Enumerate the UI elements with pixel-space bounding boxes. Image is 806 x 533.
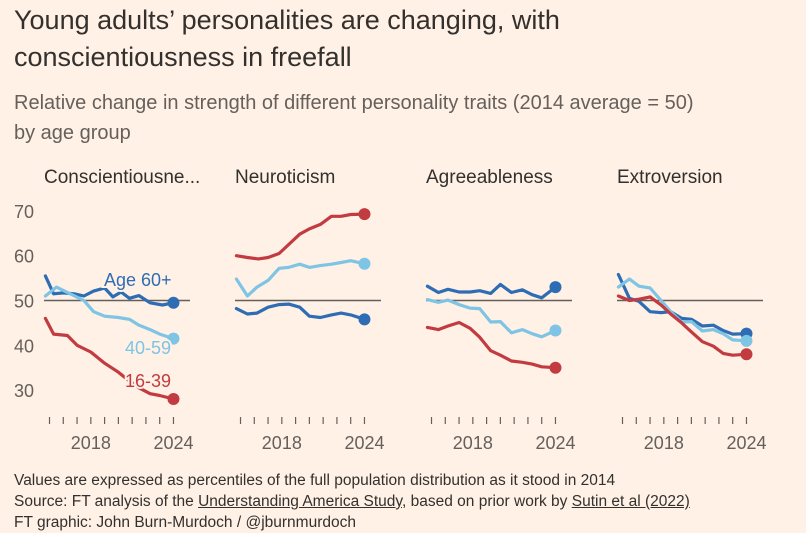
y-tick-label: 40 (14, 336, 34, 356)
footer-credit: FT graphic: John Burn-Murdoch / @jburnmu… (14, 514, 356, 531)
series-endpoint (740, 348, 753, 361)
series-endpoint (549, 361, 562, 374)
series-line (425, 298, 558, 339)
x-tick-label: 2018 (453, 433, 493, 453)
series-endpoint (167, 393, 180, 406)
series-endpoint (740, 334, 753, 347)
source-link-understanding-america-study[interactable]: Understanding America Study (198, 493, 402, 510)
panel-title: Conscientiousne... (44, 167, 200, 188)
series-endpoint (358, 257, 371, 270)
small-multiples-chart: 30 40 50 60 70 Conscientiousne... 2018 2024 Neur… (14, 167, 766, 453)
chart-subtitle-line-2: by age group (14, 122, 131, 144)
source-link-sutin-et-al[interactable]: Sutin et al (2022) (571, 493, 690, 510)
source-middle: , based on prior work by (402, 493, 572, 510)
x-tick-label: 2018 (71, 433, 111, 453)
y-tick-label: 50 (14, 292, 34, 312)
series-line (616, 294, 749, 357)
x-tick-label: 2024 (535, 433, 575, 453)
chart-subtitle-line-1: Relative change in strength of different… (14, 92, 694, 114)
series-endpoint (167, 296, 180, 309)
x-tick-label: 2024 (153, 433, 193, 453)
panel-title: Agreeableness (426, 167, 553, 188)
x-tick-label: 2018 (644, 433, 684, 453)
y-tick-label: 60 (14, 247, 34, 267)
chart-footer: Values are expressed as percentiles of t… (14, 470, 804, 533)
chart-title-line-1: Young adults’ personalities are changing… (14, 5, 560, 35)
x-tick-label: 2018 (262, 433, 302, 453)
series-endpoint (549, 324, 562, 337)
y-tick-label: 30 (14, 381, 34, 401)
series-endpoint (167, 332, 180, 345)
series-endpoint (549, 281, 562, 294)
series-line (425, 282, 558, 300)
chart-title: Young adults’ personalities are changing… (14, 2, 794, 76)
series-label: 16-39 (125, 371, 171, 391)
series-label: 40-59 (125, 338, 171, 358)
x-tick-label: 2024 (344, 433, 384, 453)
x-tick-label: 2024 (726, 433, 766, 453)
y-tick-label: 70 (14, 202, 34, 222)
panel-title: Extroversion (617, 167, 723, 188)
chart-title-line-2: conscientiousness in freefall (14, 42, 352, 72)
series-line (234, 302, 367, 321)
footer-source: Source: FT analysis of the Understanding… (14, 491, 804, 512)
series-line (234, 212, 367, 261)
series-line (425, 320, 558, 370)
chart-subtitle: Relative change in strength of different… (14, 88, 804, 148)
series-line (616, 272, 749, 336)
series-line (43, 285, 176, 341)
series-endpoint (358, 313, 371, 326)
series-line (234, 259, 367, 298)
panel-title: Neuroticism (235, 167, 335, 188)
source-prefix: Source: FT analysis of the (14, 493, 199, 510)
series-label: Age 60+ (104, 270, 172, 290)
series-line (43, 316, 176, 401)
footer-note: Values are expressed as percentiles of t… (14, 472, 616, 489)
series-endpoint (358, 208, 371, 221)
